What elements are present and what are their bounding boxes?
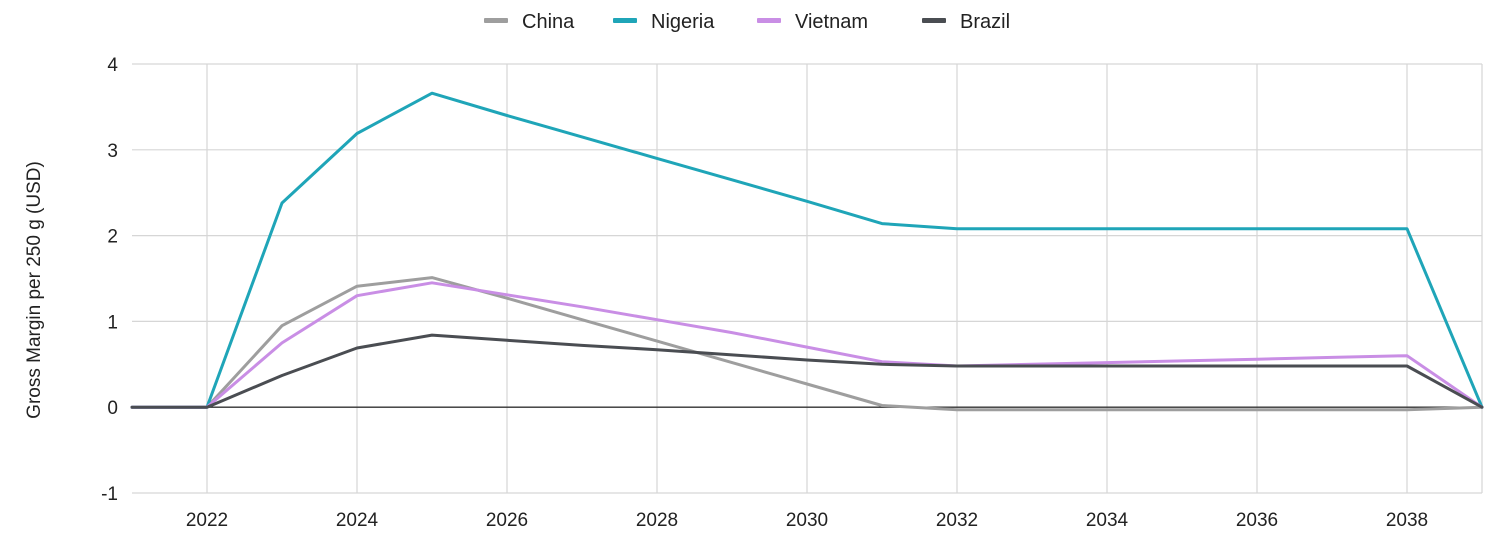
x-tick-label: 2022	[186, 510, 228, 531]
x-tick-label: 2024	[336, 510, 379, 531]
y-tick-label: 3	[107, 141, 118, 162]
series-line-brazil	[130, 333, 1484, 409]
x-tick-label: 2034	[1086, 510, 1129, 531]
x-axis-ticks: 2022 2024 2026 2028 2030 2032 2034 2036 2038	[186, 510, 1428, 531]
x-tick-label: 2030	[786, 510, 828, 531]
x-tick-label: 2032	[936, 510, 978, 531]
series-line-china	[130, 276, 1484, 412]
y-tick-label: 0	[107, 398, 118, 419]
y-tick-label: 4	[107, 55, 118, 76]
series-line-nigeria	[130, 91, 1484, 409]
series-lines	[130, 91, 1484, 412]
series-line-vietnam	[130, 281, 1484, 409]
x-tick-label: 2038	[1386, 510, 1428, 531]
x-tick-label: 2028	[636, 510, 678, 531]
legend-label-china: China	[522, 11, 575, 33]
x-tick-label: 2036	[1236, 510, 1278, 531]
y-tick-label: 1	[107, 312, 118, 333]
y-axis-ticks: -1 0 1 2 3 4	[101, 55, 118, 505]
legend-swatch-nigeria	[613, 18, 637, 23]
legend-label-brazil: Brazil	[960, 11, 1010, 33]
legend-swatch-brazil	[922, 18, 946, 23]
legend-label-vietnam: Vietnam	[795, 11, 868, 33]
legend-swatch-china	[484, 18, 508, 23]
legend-label-nigeria: Nigeria	[651, 11, 715, 33]
y-tick-label: -1	[101, 484, 118, 505]
x-tick-label: 2026	[486, 510, 528, 531]
gridlines	[132, 63, 1483, 494]
legend-swatch-vietnam	[757, 18, 781, 23]
legend: China Nigeria Vietnam Brazil	[484, 11, 1010, 33]
y-tick-label: 2	[107, 227, 118, 248]
y-axis-title: Gross Margin per 250 g (USD)	[24, 161, 45, 419]
